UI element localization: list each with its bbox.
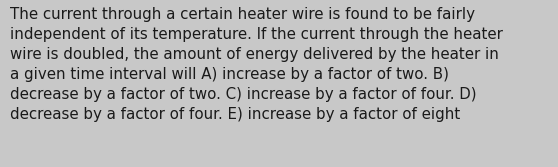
Text: The current through a certain heater wire is found to be fairly
independent of i: The current through a certain heater wir… bbox=[10, 7, 503, 122]
